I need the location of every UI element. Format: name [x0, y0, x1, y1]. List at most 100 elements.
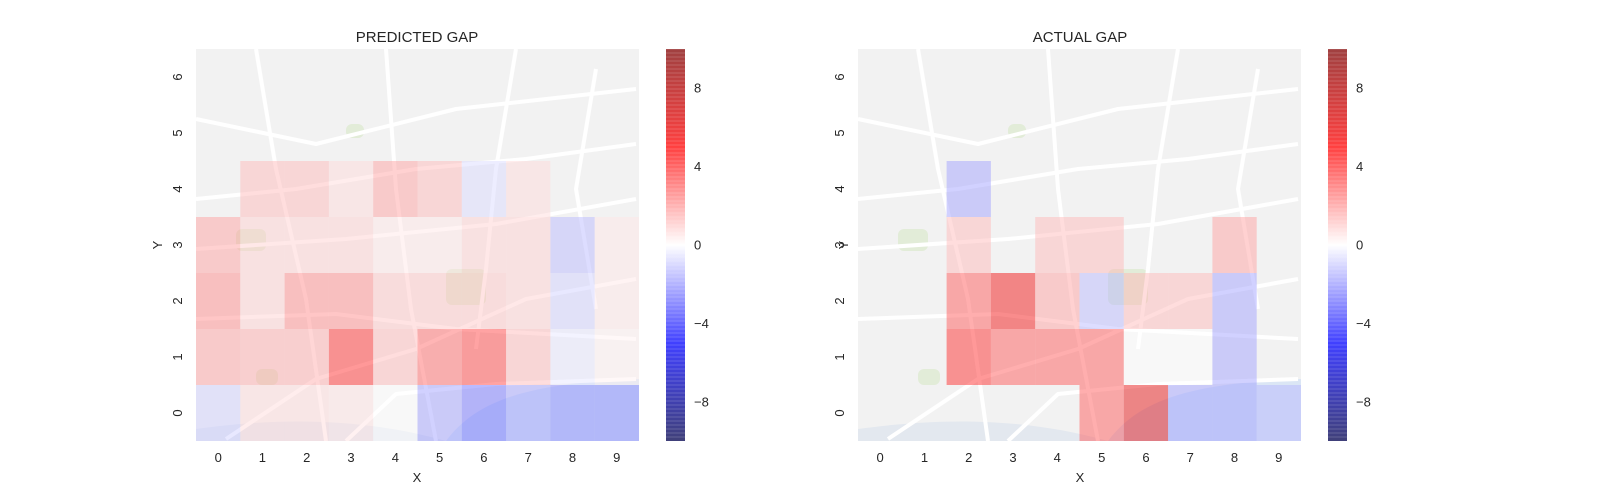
heatmap-cell — [1212, 329, 1257, 385]
heatmap-cell — [1079, 217, 1124, 273]
x-tick-label: 1 — [259, 450, 266, 465]
x-tick-label: 4 — [1054, 450, 1061, 465]
map-background — [857, 48, 1301, 443]
heatmap-cell — [328, 217, 374, 273]
map-road — [1136, 48, 1180, 350]
heatmap-cell — [461, 329, 507, 385]
heatmap-cell — [417, 161, 462, 217]
map-road — [195, 312, 637, 341]
x-axis-label: X — [413, 470, 422, 485]
map-road — [195, 197, 637, 251]
heatmap-cell — [1212, 385, 1257, 441]
heatmap-cell — [373, 385, 418, 441]
colorbar-tick-label: 8 — [1356, 81, 1363, 96]
map-road — [574, 68, 598, 310]
y-tick-label: 2 — [832, 297, 847, 304]
map-coast — [858, 421, 1108, 441]
x-tick-label: 6 — [1142, 450, 1149, 465]
x-tick-label: 7 — [1187, 450, 1194, 465]
y-tick-label: 0 — [832, 409, 847, 416]
y-tick-label: 5 — [170, 129, 185, 136]
x-axis-label: X — [1076, 470, 1085, 485]
heatmap-cell — [284, 217, 329, 273]
x-tick-label: 9 — [1275, 450, 1282, 465]
heatmap-cell — [506, 329, 551, 385]
y-tick-label: 6 — [832, 73, 847, 80]
y-tick-label: 3 — [170, 241, 185, 248]
y-tick-label: 4 — [170, 185, 185, 192]
map-road — [1236, 68, 1260, 310]
heatmap-cell — [506, 217, 551, 273]
map-river — [1108, 379, 1301, 441]
colorbar: −8 −4 0 4 8 — [666, 48, 709, 441]
heatmap-cell — [373, 161, 418, 217]
heatmap-cell — [417, 385, 462, 441]
colorbar-tick-label: 0 — [694, 238, 701, 253]
x-tick-label: 2 — [303, 450, 310, 465]
x-tick-label: 8 — [569, 450, 576, 465]
heatmap-cell — [1123, 329, 1169, 385]
y-tick-label: 1 — [832, 353, 847, 360]
heatmap-cell — [417, 217, 462, 273]
map-road — [474, 48, 518, 350]
map-road — [916, 48, 990, 442]
heatmap-cell — [284, 385, 329, 441]
colorbar-tick-label: 4 — [1356, 159, 1363, 174]
x-tick-label: 6 — [480, 450, 487, 465]
heatmap-cell — [946, 329, 991, 385]
map-park — [918, 369, 940, 385]
colorbar-tick-label: 8 — [694, 81, 701, 96]
heatmap-cell — [417, 273, 462, 329]
map-road — [886, 277, 1299, 441]
heatmap-cell — [328, 161, 374, 217]
heatmap-cell — [550, 273, 595, 329]
heatmap-cell — [240, 217, 285, 273]
heatmap-cell — [284, 273, 329, 329]
heatmap-cell — [328, 273, 374, 329]
heatmap-cell — [1256, 385, 1301, 441]
heatmap-cell — [550, 329, 595, 385]
heatmap-cell — [594, 217, 639, 273]
y-tick-label: 4 — [832, 185, 847, 192]
heatmap-cell — [373, 329, 418, 385]
colorbar-tick-label: 0 — [1356, 238, 1363, 253]
heatmap-cell — [461, 217, 507, 273]
heatmap-cell — [1079, 329, 1124, 385]
colorbar-tick-label: −4 — [694, 316, 709, 331]
x-tick-label: 8 — [1231, 450, 1238, 465]
heatmap-cell — [196, 217, 241, 273]
heatmap-cell — [240, 273, 285, 329]
map-road — [1006, 377, 1299, 443]
map-park — [1108, 269, 1148, 305]
map-coast — [196, 421, 446, 441]
x-tick-labels: 0 1 2 3 4 5 6 7 8 9 — [215, 450, 621, 465]
heatmap-cell — [1079, 273, 1124, 329]
colorbar-tick-label: −4 — [1356, 316, 1371, 331]
heatmap-cell — [550, 385, 595, 441]
heatmap-cell — [196, 329, 241, 385]
x-tick-label: 3 — [347, 450, 354, 465]
heatmap-cell — [373, 273, 418, 329]
y-tick-labels: 0 1 2 3 4 5 6 — [170, 73, 185, 416]
heatmap-cell — [1079, 385, 1124, 441]
map-road — [857, 197, 1299, 251]
heatmap-cell — [550, 217, 595, 273]
heatmap-cell — [990, 329, 1036, 385]
heatmap-cell — [461, 161, 507, 217]
map-background — [195, 48, 639, 443]
heatmap-cell — [1212, 273, 1257, 329]
map-road — [224, 277, 637, 441]
heatmap-cell — [1035, 329, 1080, 385]
y-tick-label: 6 — [170, 73, 185, 80]
chart-title: ACTUAL GAP — [1033, 29, 1127, 46]
map-road — [857, 87, 1299, 146]
heatmap-cells — [946, 161, 1301, 441]
y-tick-label: 2 — [170, 297, 185, 304]
heatmap-cell — [946, 217, 991, 273]
colorbar-tick-label: −8 — [1356, 394, 1371, 409]
map-road — [254, 48, 328, 442]
x-tick-labels: 0 1 2 3 4 5 6 7 8 9 — [876, 450, 1282, 465]
heatmap-cell — [506, 161, 551, 217]
